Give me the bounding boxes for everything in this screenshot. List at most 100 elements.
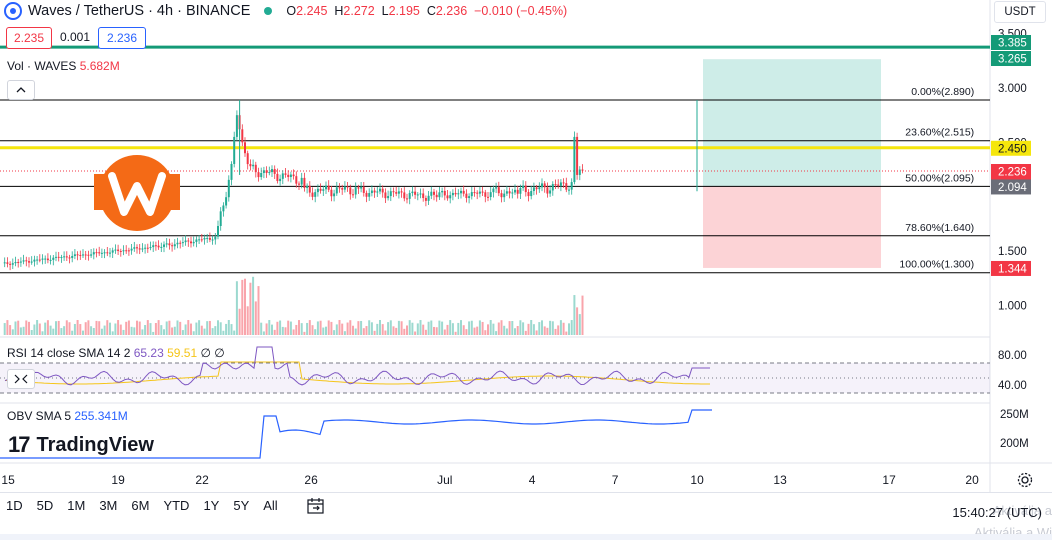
volume-bar: [268, 320, 271, 335]
volume-bar: [271, 324, 273, 335]
candle-body: [397, 191, 400, 194]
volume-bar: [295, 324, 298, 335]
candle-body: [416, 194, 419, 196]
volume-bar: [403, 328, 406, 335]
symbol-title[interactable]: Waves / TetherUS · 4h · BINANCE: [28, 3, 251, 19]
candle-body: [130, 248, 133, 251]
candle-body: [41, 258, 44, 260]
candle-body: [365, 192, 368, 197]
timeframe-ytd[interactable]: YTD: [163, 498, 190, 513]
candle-body: [535, 187, 538, 190]
candle-body: [144, 247, 147, 249]
market-status-dot: [264, 7, 273, 15]
timeframe-all[interactable]: All: [263, 498, 278, 513]
volume-bar: [203, 328, 206, 335]
candle-body: [554, 184, 557, 186]
volume-legend[interactable]: Vol · WAVES 5.682M: [7, 59, 120, 73]
candle-body: [279, 178, 282, 182]
timeframe-5y[interactable]: 5Y: [233, 498, 250, 513]
volume-bar: [503, 325, 506, 335]
fib-level-label: 50.00%(2.095): [905, 172, 974, 184]
candle-body: [295, 176, 298, 184]
candle-body: [462, 190, 465, 194]
candle-body: [141, 248, 144, 250]
volume-bar: [532, 324, 535, 335]
candle-body: [49, 259, 52, 261]
candle-body: [171, 245, 174, 247]
volume-bar: [368, 320, 371, 335]
volume-bar: [25, 320, 28, 335]
collapse-indicators-button[interactable]: [7, 80, 35, 100]
price-tag: [991, 164, 1031, 179]
candle-body: [87, 254, 90, 256]
volume-bar: [100, 328, 103, 335]
volume-bar: [200, 325, 203, 335]
volume-bar: [211, 328, 214, 335]
price-tag: [991, 179, 1031, 195]
candle-body: [478, 191, 481, 194]
volume-bar: [165, 321, 168, 335]
candle-body: [225, 197, 228, 206]
timeframe-3m[interactable]: 3M: [99, 498, 118, 513]
volume-bar: [460, 320, 462, 335]
candle-body: [76, 254, 79, 256]
candle-body: [187, 240, 190, 242]
candle-body: [208, 237, 211, 240]
volume-bar: [6, 320, 9, 335]
candle-body: [381, 188, 384, 193]
volume-bar: [303, 331, 306, 335]
candle-body: [214, 236, 217, 240]
position-target-zone: [703, 59, 881, 187]
candle-body: [198, 239, 201, 241]
candle-body: [184, 240, 187, 243]
volume-bar: [557, 325, 560, 335]
candle-body: [122, 250, 125, 252]
currency-selector[interactable]: USDT: [994, 1, 1046, 23]
volume-bar: [435, 327, 438, 335]
candle-body: [100, 252, 103, 254]
volume-bar: [457, 322, 460, 335]
candle-body: [257, 172, 260, 178]
volume-bar: [225, 323, 228, 335]
utc-clock[interactable]: 15:40:27 (UTC): [952, 505, 1042, 520]
date-range-icon[interactable]: [306, 497, 326, 515]
volume-bar: [373, 330, 376, 335]
volume-bar: [316, 321, 319, 335]
candle-body: [489, 192, 492, 198]
bid-price-button[interactable]: 2.235: [6, 27, 52, 49]
candle-body: [211, 239, 214, 241]
timeframe-1y[interactable]: 1Y: [203, 498, 220, 513]
candle-body: [9, 263, 12, 265]
volume-bar: [395, 327, 398, 335]
volume-bar: [343, 331, 346, 335]
candle-body: [73, 254, 76, 256]
volume-bar: [568, 323, 570, 335]
candle-body: [157, 245, 160, 248]
rsi-collapse-button[interactable]: [7, 369, 35, 389]
rsi-legend[interactable]: RSI 14 close SMA 14 2 65.23 59.51 ∅ ∅: [7, 346, 225, 360]
candles-group: [3, 110, 584, 335]
price-tag-label: 1.344: [998, 263, 1027, 275]
candle-body: [327, 185, 330, 190]
timeframe-1m[interactable]: 1M: [67, 498, 86, 513]
candle-body: [311, 192, 314, 197]
timeframe-6m[interactable]: 6M: [131, 498, 150, 513]
candle-body: [241, 129, 244, 143]
ask-price-button[interactable]: 2.236: [98, 27, 146, 49]
candle-body: [265, 170, 268, 173]
candle-body: [338, 187, 341, 189]
volume-bar: [233, 330, 236, 335]
volume-bar: [260, 322, 263, 335]
obv-legend[interactable]: OBV SMA 5 255.341M: [7, 409, 128, 423]
timeframe-5d[interactable]: 5D: [36, 498, 54, 513]
price-axis-label: 3.000: [998, 83, 1027, 95]
timeframe-1d[interactable]: 1D: [6, 498, 23, 513]
candle-body: [530, 191, 533, 197]
volume-bar: [565, 331, 568, 335]
volume-bar: [262, 331, 265, 335]
bottom-divider: [0, 492, 1052, 493]
candle-body: [414, 191, 417, 195]
chevron-up-icon: [16, 87, 26, 93]
chart-settings-gear-icon[interactable]: [1016, 471, 1034, 489]
